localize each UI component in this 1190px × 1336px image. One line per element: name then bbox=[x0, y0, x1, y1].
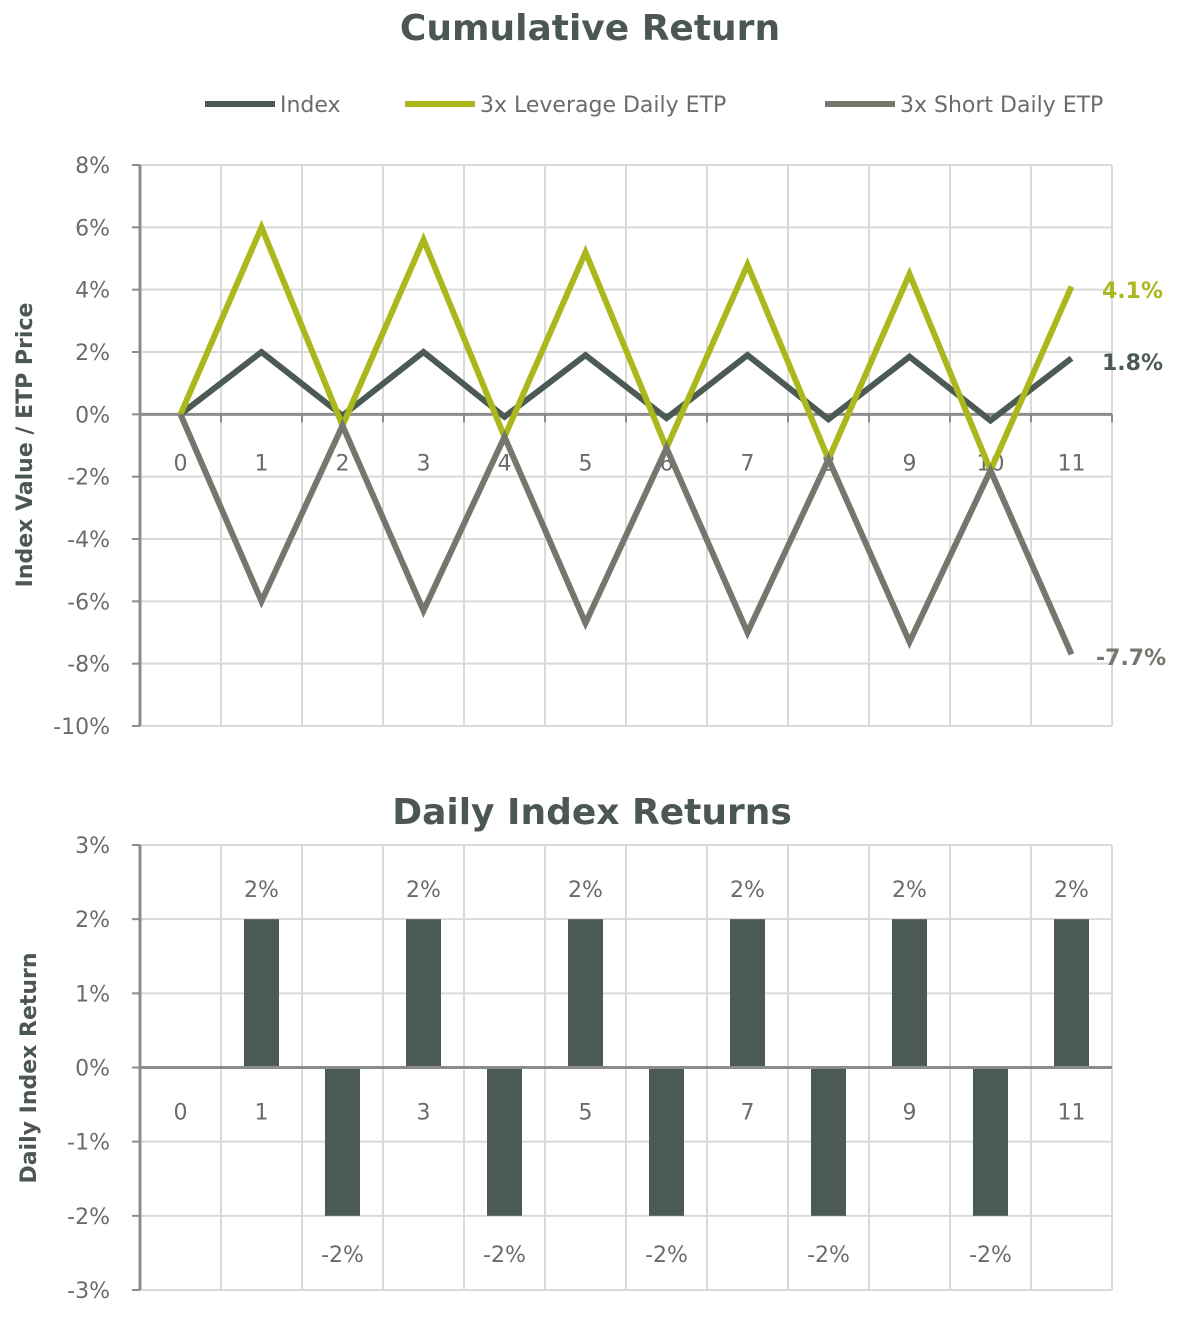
c1-y-tick-label: 4% bbox=[75, 279, 110, 304]
daily-return-data-label: 2% bbox=[892, 878, 927, 903]
daily-chart-y-ticks: -3% -2% -1% 0% 1% 2% 3% bbox=[67, 834, 140, 1304]
daily-return-data-label: -2% bbox=[483, 1243, 526, 1268]
daily-return-bar bbox=[811, 1067, 846, 1216]
daily-return-bar bbox=[406, 919, 441, 1068]
daily-return-bar bbox=[892, 919, 927, 1068]
c1-x-tick-label: 7 bbox=[741, 451, 755, 476]
c2-y-tick-label: -2% bbox=[67, 1205, 110, 1230]
c2-x-tick-label: 5 bbox=[579, 1101, 593, 1126]
cumulative-chart-axes bbox=[138, 165, 1113, 726]
legend-label-index: Index bbox=[280, 93, 341, 118]
daily-return-data-label: -2% bbox=[321, 1243, 364, 1268]
c1-y-tick-label: -2% bbox=[67, 466, 110, 491]
daily-return-data-label: -2% bbox=[807, 1243, 850, 1268]
c2-y-tick-label: 1% bbox=[75, 982, 110, 1007]
c2-x-tick-label: 3 bbox=[417, 1101, 431, 1126]
cumulative-return-chart: Cumulative Return Index 3x Leverage Dail… bbox=[13, 8, 1166, 740]
cumulative-chart-title: Cumulative Return bbox=[400, 8, 780, 49]
c2-y-tick-label: 0% bbox=[75, 1057, 110, 1082]
c1-x-tick-label: 9 bbox=[903, 451, 917, 476]
daily-chart-title: Daily Index Returns bbox=[392, 792, 792, 833]
cumulative-chart-x-ticks: 0 1 2 3 4 5 6 7 8 9 10 11 bbox=[174, 451, 1086, 476]
daily-chart-y-axis-label: Daily Index Return bbox=[17, 952, 42, 1183]
daily-return-data-label: 2% bbox=[1054, 878, 1089, 903]
c1-y-tick-label: -6% bbox=[67, 590, 110, 615]
c2-y-tick-label: 3% bbox=[75, 834, 110, 859]
legend-label-leverage: 3x Leverage Daily ETP bbox=[480, 93, 726, 118]
c2-x-tick-label: 9 bbox=[903, 1101, 917, 1126]
daily-returns-chart: Daily Index Returns -3% -2% -1% 0% 1% 2% 3% 0 1… bbox=[17, 792, 1113, 1304]
series-line-leverage bbox=[177, 219, 1075, 479]
daily-return-data-label: 2% bbox=[406, 878, 441, 903]
daily-return-bar bbox=[649, 1067, 684, 1216]
c2-x-tick-label: 1 bbox=[255, 1101, 269, 1126]
daily-return-bar bbox=[244, 919, 279, 1068]
cumulative-chart-series-lines bbox=[177, 219, 1075, 656]
cumulative-chart-gridlines bbox=[139, 164, 1113, 727]
c1-y-tick-label: 0% bbox=[75, 403, 110, 428]
cumulative-chart-y-ticks: -10% -8% -6% -4% -2% 0% 2% 4% 6% 8% bbox=[53, 154, 140, 740]
daily-return-data-label: -2% bbox=[969, 1243, 1012, 1268]
daily-chart-data-labels: 2% -2% 2% -2% 2% -2% 2% -2% 2% -2% 2% bbox=[244, 878, 1089, 1268]
cumulative-chart-legend: Index 3x Leverage Daily ETP 3x Short Dai… bbox=[205, 93, 1103, 118]
cumulative-chart-end-labels: 4.1% 1.8% -7.7% bbox=[1096, 279, 1166, 671]
c1-x-tick-label: 1 bbox=[255, 451, 269, 476]
c1-x-tick-label: 3 bbox=[417, 451, 431, 476]
end-label-index: 1.8% bbox=[1102, 351, 1163, 376]
c1-y-tick-label: 2% bbox=[75, 341, 110, 366]
end-label-short: -7.7% bbox=[1096, 646, 1166, 671]
daily-return-bar bbox=[1054, 919, 1089, 1068]
daily-return-bar bbox=[487, 1067, 522, 1216]
c1-x-tick-label: 0 bbox=[174, 451, 188, 476]
c1-y-tick-label: 6% bbox=[75, 216, 110, 241]
c1-y-tick-label: -4% bbox=[67, 528, 110, 553]
c1-x-tick-label: 5 bbox=[579, 451, 593, 476]
cumulative-chart-y-axis-label: Index Value / ETP Price bbox=[13, 303, 38, 588]
daily-return-data-label: -2% bbox=[645, 1243, 688, 1268]
daily-chart-bars bbox=[244, 919, 1089, 1216]
c2-x-tick-label: 0 bbox=[174, 1101, 188, 1126]
series-line-index bbox=[178, 348, 1074, 425]
c1-x-tick-label: 2 bbox=[336, 451, 350, 476]
c1-x-tick-label: 11 bbox=[1058, 451, 1086, 476]
c1-y-tick-label: -10% bbox=[53, 715, 110, 740]
c2-x-tick-label: 7 bbox=[741, 1101, 755, 1126]
c2-y-tick-label: -3% bbox=[67, 1279, 110, 1304]
daily-chart-axes bbox=[138, 845, 1112, 1290]
c2-y-tick-label: -1% bbox=[67, 1131, 110, 1156]
c1-x-tick-label: 4 bbox=[498, 451, 512, 476]
series-line-short bbox=[177, 413, 1075, 656]
daily-return-bar bbox=[973, 1067, 1008, 1216]
legend-label-short: 3x Short Daily ETP bbox=[900, 93, 1103, 118]
c2-x-tick-label: 11 bbox=[1058, 1101, 1086, 1126]
daily-return-data-label: 2% bbox=[244, 878, 279, 903]
c1-y-tick-label: 8% bbox=[75, 154, 110, 179]
daily-return-bar bbox=[325, 1067, 360, 1216]
c2-y-tick-label: 2% bbox=[75, 908, 110, 933]
daily-return-data-label: 2% bbox=[568, 878, 603, 903]
daily-chart-x-ticks: 0 1 3 5 7 9 11 bbox=[174, 1101, 1086, 1126]
daily-return-bar bbox=[730, 919, 765, 1068]
daily-return-bar bbox=[568, 919, 603, 1068]
end-label-leverage: 4.1% bbox=[1102, 279, 1163, 304]
daily-return-data-label: 2% bbox=[730, 878, 765, 903]
c1-y-tick-label: -8% bbox=[67, 653, 110, 678]
